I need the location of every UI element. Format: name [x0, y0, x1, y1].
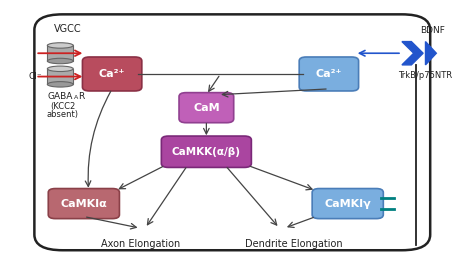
Text: Axon Elongation: Axon Elongation: [101, 239, 180, 249]
FancyBboxPatch shape: [82, 57, 142, 91]
Text: CaMKIγ: CaMKIγ: [324, 199, 371, 209]
Text: Dendrite Elongation: Dendrite Elongation: [245, 239, 342, 249]
Text: CaMKIα: CaMKIα: [61, 199, 107, 209]
Text: R: R: [78, 91, 84, 101]
Bar: [47, 45, 73, 61]
Text: CaMKK(α/β): CaMKK(α/β): [172, 147, 241, 157]
Ellipse shape: [47, 58, 73, 64]
FancyBboxPatch shape: [179, 93, 234, 123]
Bar: [47, 69, 73, 84]
Text: CaM: CaM: [193, 103, 219, 113]
Text: GABA: GABA: [47, 91, 73, 101]
Ellipse shape: [47, 82, 73, 87]
Text: Ca²⁺: Ca²⁺: [99, 69, 125, 79]
Ellipse shape: [47, 43, 73, 48]
Text: TrkB/p75NTR: TrkB/p75NTR: [399, 71, 453, 80]
FancyBboxPatch shape: [161, 136, 251, 167]
FancyBboxPatch shape: [299, 57, 358, 91]
Text: Ca²⁺: Ca²⁺: [316, 69, 342, 79]
Text: VGCC: VGCC: [54, 24, 81, 34]
Text: Cl⁻: Cl⁻: [29, 72, 42, 81]
Text: A: A: [74, 95, 79, 100]
Text: (KCC2: (KCC2: [50, 102, 75, 111]
Ellipse shape: [47, 66, 73, 72]
FancyBboxPatch shape: [48, 189, 119, 219]
Polygon shape: [402, 42, 423, 65]
Text: BDNF: BDNF: [420, 26, 445, 35]
FancyBboxPatch shape: [312, 189, 383, 219]
Text: absent): absent): [46, 110, 79, 119]
Polygon shape: [426, 42, 437, 65]
